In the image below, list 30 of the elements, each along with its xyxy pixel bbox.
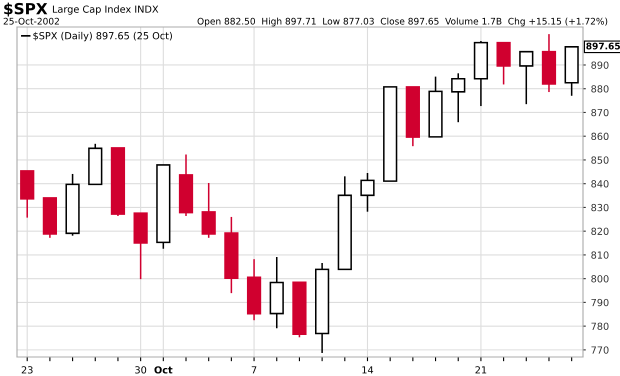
x-tick-label: Oct (154, 366, 172, 374)
y-tick-label: 770 (591, 346, 609, 354)
x-tick-label: 23 (22, 366, 33, 374)
candlestick (519, 50, 534, 105)
y-tick-label: 830 (591, 204, 609, 212)
text: 25-Oct-2002 (4, 18, 59, 25)
y-tick-label: 820 (591, 228, 609, 236)
y-tick-label: 850 (591, 156, 609, 164)
candlestick (451, 72, 466, 123)
x-tick-label: 21 (475, 366, 486, 374)
y-tick-label: 810 (591, 251, 609, 259)
y-tick-label: 840 (591, 180, 609, 188)
y-tick-label: 860 (591, 132, 609, 140)
candlestick (496, 42, 511, 86)
x-tick-label: 14 (362, 366, 374, 374)
candlestick (202, 182, 216, 239)
chart-subtitle: Large Cap Index INDX (52, 5, 158, 15)
chart-title: $SPX (4, 2, 48, 16)
y-tick-label: 780 (591, 322, 609, 330)
x-tick-label: 7 (252, 366, 256, 374)
text: Open 882.50 High 897.71 Low 877.03 Close 897.65 Volume 1.7B Chg +15.15 (+1.72%) (198, 18, 608, 26)
y-tick-label: 880 (591, 85, 609, 93)
y-tick-label: 800 (591, 275, 609, 282)
candlestick (360, 172, 375, 212)
text: 897.65 (586, 42, 620, 50)
y-tick-label: 790 (591, 298, 609, 306)
legend-label: $SPX (Daily) 897.65 (25 Oct) (33, 32, 172, 42)
y-tick-label: 890 (591, 61, 609, 69)
y-tick-label: 870 (591, 108, 609, 116)
x-tick-label: 30 (135, 366, 146, 374)
